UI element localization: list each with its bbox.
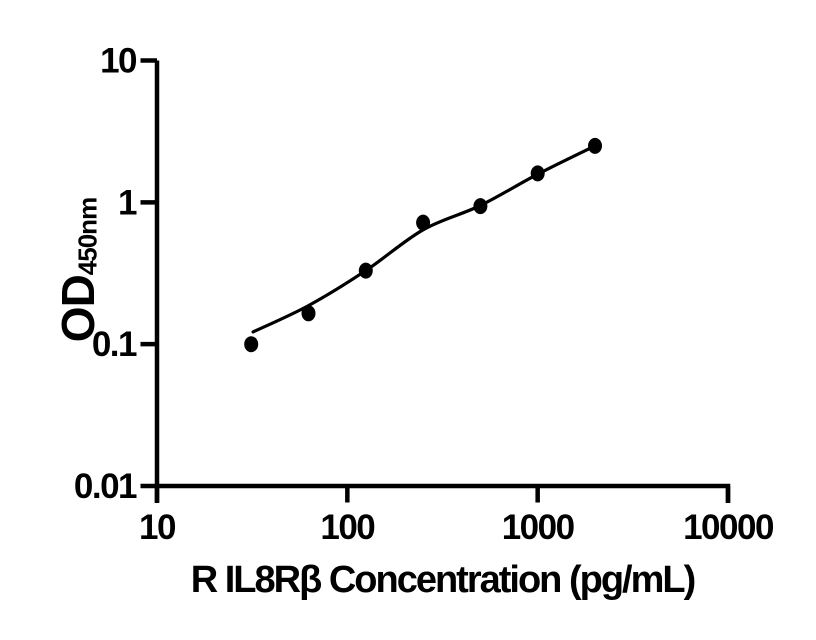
x-axis-title-text: R IL8Rβ Concentration (pg/mL)	[190, 559, 697, 601]
y-tick-label: 0.01	[74, 467, 137, 506]
y-axis-title: OD450nm	[52, 197, 104, 343]
x-tick-label: 10	[139, 508, 176, 547]
data-point	[416, 214, 431, 231]
y-tick-label: 1	[118, 183, 137, 222]
data-point	[473, 198, 488, 215]
y-axis-title-subscript: 450nm	[72, 197, 103, 276]
data-point	[301, 305, 316, 322]
y-axis-title-main: OD	[52, 275, 104, 343]
x-axis-title: R IL8Rβ Concentration (pg/mL)	[157, 559, 728, 602]
y-tick-label: 0.1	[92, 325, 137, 364]
x-axis-spine	[154, 483, 731, 503]
data-point	[530, 165, 545, 182]
data-point	[358, 262, 373, 279]
x-tick-label: 100	[320, 508, 375, 547]
data-point	[244, 336, 259, 353]
data-point	[588, 137, 602, 154]
x-tick-label: 10000	[683, 508, 774, 547]
x-tick-label: 1000	[502, 508, 575, 547]
y-tick-label: 10	[100, 42, 137, 81]
